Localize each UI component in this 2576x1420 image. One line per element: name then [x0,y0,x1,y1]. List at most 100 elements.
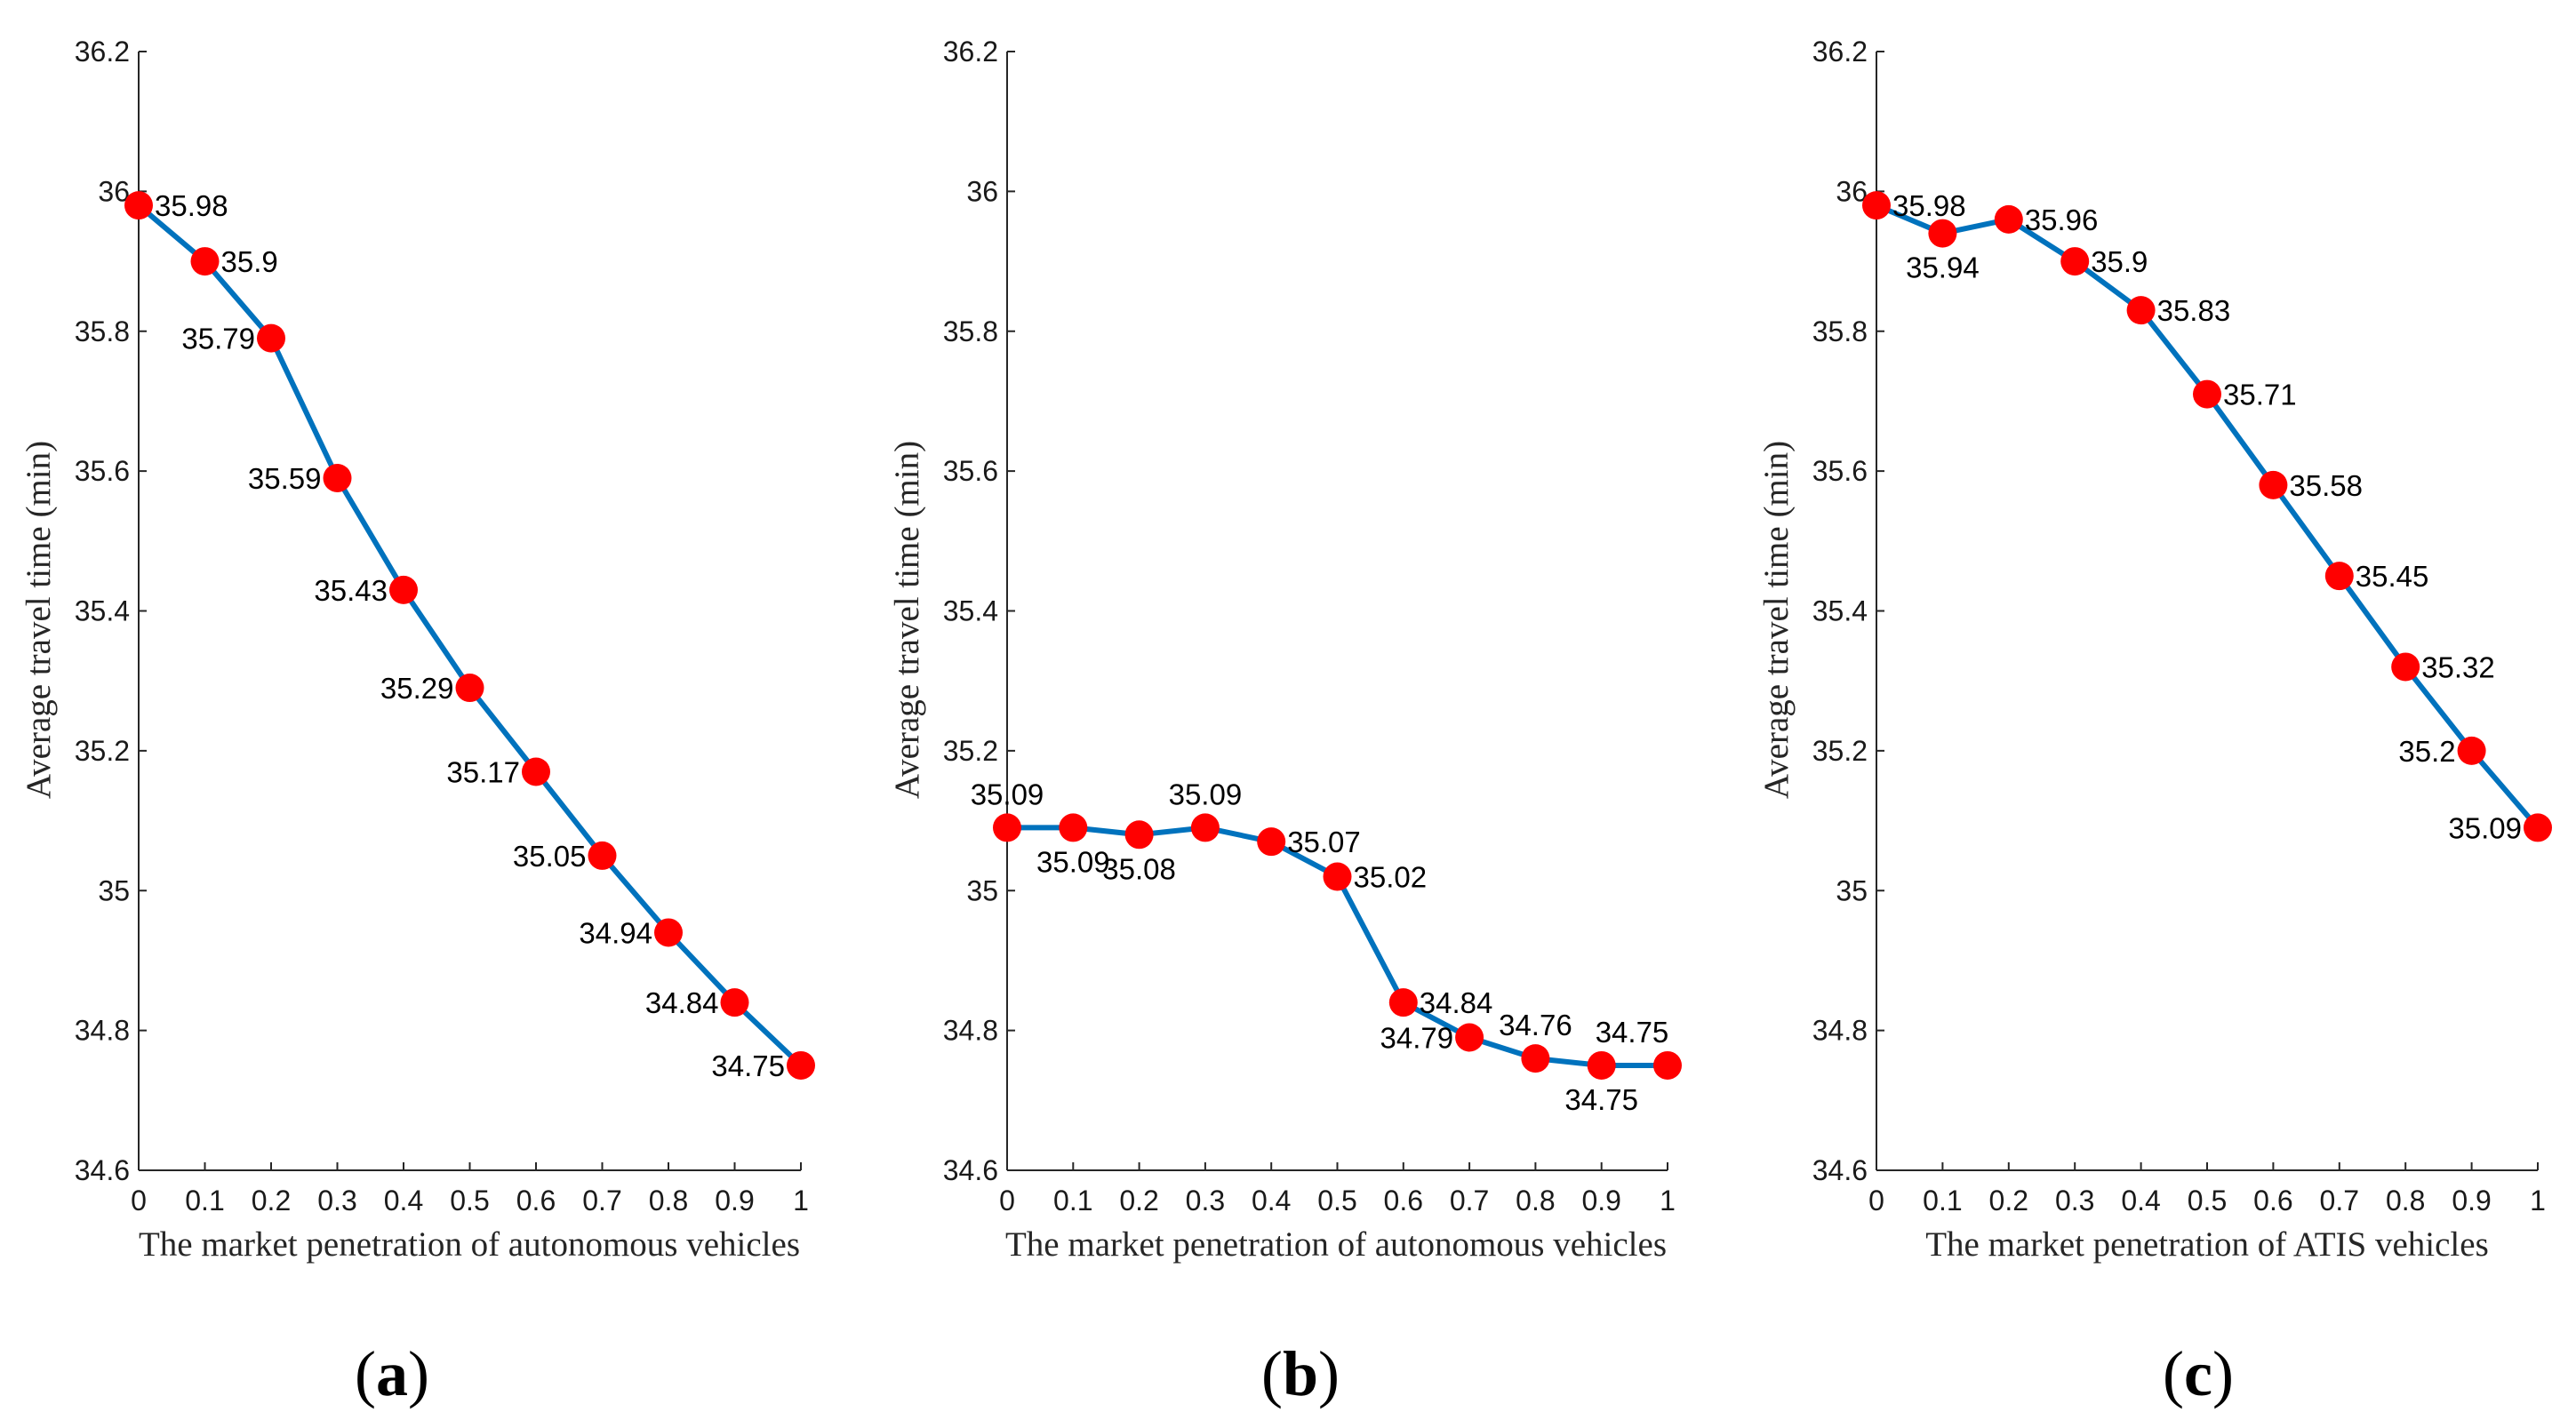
data-point [2193,379,2221,409]
panel-caption: (a) [355,1338,429,1409]
data-label: 35.2 [2398,735,2455,768]
y-tick-label: 35.2 [943,735,998,767]
x-tick-label: 0.7 [2320,1185,2359,1217]
data-point [787,1050,815,1080]
data-point [1059,813,1088,842]
data-point [1587,1050,1616,1080]
data-label: 35.59 [248,462,322,495]
data-label: 35.09 [1169,778,1243,810]
data-label: 35.83 [2157,294,2231,327]
data-label: 35.98 [155,189,228,222]
data-label: 35.09 [1036,845,1110,878]
y-tick-label: 35.8 [75,315,130,347]
data-label: 35.08 [1102,852,1176,885]
data-label: 35.05 [513,840,587,873]
x-tick-label: 0.6 [2253,1185,2292,1217]
x-axis-title: The market penetration of autonomous veh… [139,1225,800,1264]
data-label: 35.9 [2091,245,2148,278]
data-point [2259,470,2288,499]
x-tick-label: 0.9 [2452,1185,2491,1217]
y-tick-label: 35.6 [75,455,130,487]
data-label: 35.98 [1892,189,1966,222]
x-tick-label: 1 [1660,1185,1676,1217]
data-point [1994,204,2023,234]
y-tick-label: 34.6 [943,1154,998,1186]
data-label: 35.32 [2421,650,2495,683]
data-label: 34.76 [1499,1009,1572,1041]
y-tick-label: 35.6 [1812,455,1868,487]
y-tick-label: 34.8 [75,1015,130,1047]
data-point [124,191,153,220]
y-axis-title: Average travel time (min) [1757,441,1796,799]
data-point [1257,827,1286,857]
x-axis-title: The market penetration of autonomous veh… [1005,1225,1667,1264]
x-tick-label: 0.2 [252,1185,291,1217]
x-tick-label: 1 [2530,1185,2546,1217]
data-label: 34.75 [1596,1016,1669,1049]
data-label: 35.9 [221,245,278,278]
x-tick-label: 0.7 [1450,1185,1489,1217]
data-point [1653,1050,1682,1080]
data-point [1190,813,1220,842]
data-point [2457,736,2486,765]
data-point [190,247,220,276]
data-label: 34.79 [1380,1021,1454,1054]
data-label: 35.58 [2289,469,2363,502]
x-tick-label: 0.1 [1053,1185,1092,1217]
data-label: 35.43 [314,574,388,607]
x-tick-label: 0 [131,1185,147,1217]
data-point [720,988,749,1017]
x-tick-label: 0.3 [1186,1185,1225,1217]
x-tick-label: 0.9 [715,1185,754,1217]
data-point [1455,1023,1484,1052]
data-label: 35.07 [1287,826,1361,858]
x-tick-label: 0.4 [384,1185,423,1217]
y-tick-label: 35.4 [75,595,130,627]
x-tick-label: 0 [999,1185,1015,1217]
y-tick-label: 35.4 [1812,595,1868,627]
data-label: 35.71 [2223,379,2297,411]
x-tick-label: 0.3 [2055,1185,2094,1217]
y-tick-label: 35 [966,874,998,906]
data-point [257,323,285,353]
y-tick-label: 34.8 [1812,1015,1868,1047]
y-tick-label: 36.2 [943,36,998,68]
y-tick-label: 35 [1836,874,1868,906]
y-axis-title: Average travel time (min) [20,441,58,799]
data-label: 35.94 [1906,251,1980,284]
data-label: 35.79 [181,323,255,355]
data-label: 35.29 [380,672,454,705]
y-tick-label: 34.6 [75,1154,130,1186]
chart-panel-a: 34.6 34.8 35 35.2 35.4 35.6 35.8 36 36.2 0 0.1 0.2 0… [20,36,815,1409]
chart-panel-c: 34.6 34.8 35 35.2 35.4 35.6 35.8 36 36.2 0 0.1 0.2 0… [1757,36,2552,1409]
data-label: 35.09 [971,778,1044,810]
data-point [389,575,418,604]
data-point [2324,562,2354,591]
x-tick-label: 0.9 [1581,1185,1620,1217]
chart-panel-b: 34.6 34.8 35 35.2 35.4 35.6 35.8 36 36.2 0 0.1 0.2 0… [888,36,1682,1409]
data-point [2126,296,2156,325]
data-label: 34.84 [645,986,719,1019]
y-tick-label: 35.2 [75,735,130,767]
data-point [654,918,683,947]
x-tick-label: 0.3 [317,1185,356,1217]
data-point [1928,219,1957,248]
y-tick-label: 35.4 [943,595,998,627]
y-tick-label: 36.2 [75,36,130,68]
x-tick-label: 0.8 [1516,1185,1555,1217]
data-label: 34.84 [1420,986,1493,1019]
panel-caption: (c) [2163,1338,2234,1409]
y-tick-label: 36.2 [1812,36,1868,68]
data-label: 35.09 [2448,811,2522,844]
x-tick-label: 0.1 [1923,1185,1962,1217]
data-point [455,674,484,703]
data-label: 35.17 [446,755,520,788]
data-point [1388,988,1418,1017]
data-label: 35.02 [1354,861,1428,894]
x-tick-label: 0.5 [1317,1185,1356,1217]
panel-caption: (b) [1261,1338,1340,1409]
x-tick-label: 0.5 [2188,1185,2227,1217]
data-point [1862,191,1891,220]
x-tick-label: 0.4 [1252,1185,1291,1217]
data-label: 34.75 [711,1049,785,1082]
